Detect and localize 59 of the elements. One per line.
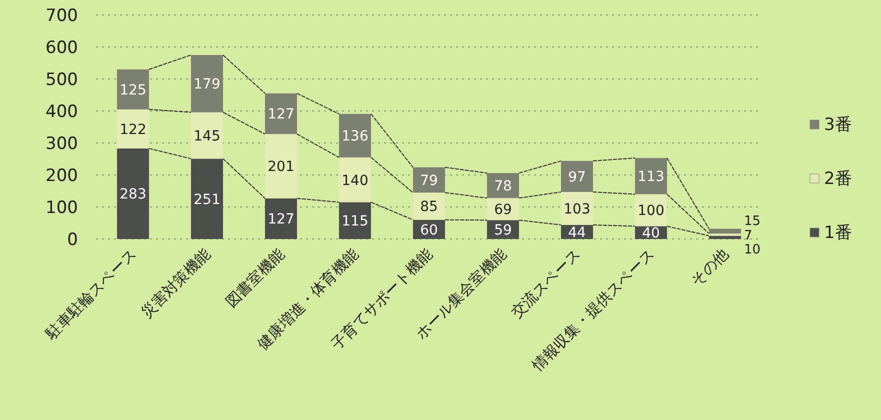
- bar: [709, 228, 741, 234]
- data-label: 7: [744, 228, 752, 244]
- y-tick-label: 600: [46, 38, 78, 58]
- legend-label: 2番: [824, 169, 852, 189]
- bar: [339, 202, 371, 239]
- bar: [265, 134, 297, 198]
- data-label: 283: [120, 186, 146, 203]
- x-tick-label: その他: [687, 245, 732, 290]
- bar: [413, 167, 445, 193]
- data-label: 10: [744, 242, 761, 258]
- bar: [339, 114, 371, 158]
- bar: [191, 158, 223, 239]
- data-label: 127: [268, 106, 294, 123]
- data-label: 103: [564, 201, 590, 218]
- legend-label: 3番: [824, 115, 852, 135]
- bar: [191, 112, 223, 159]
- y-tick-label: 300: [46, 134, 78, 154]
- data-label: 140: [342, 172, 368, 189]
- data-label: 125: [120, 82, 146, 98]
- data-label: 127: [268, 212, 294, 228]
- data-label: 60: [420, 222, 438, 238]
- bar: [117, 69, 149, 110]
- data-label: 97: [568, 169, 586, 186]
- bar: [709, 236, 741, 239]
- data-label: 59: [494, 222, 512, 239]
- bar: [191, 55, 223, 112]
- bar: [117, 109, 149, 148]
- data-label: 69: [494, 202, 512, 218]
- data-label: 85: [420, 199, 438, 216]
- y-tick-label: 700: [46, 6, 78, 26]
- bar: [561, 160, 593, 192]
- y-tick-label: 200: [46, 166, 78, 186]
- data-label: 122: [120, 122, 146, 138]
- data-label: 201: [268, 159, 294, 176]
- data-label: 15: [744, 214, 761, 230]
- y-tick-label: 500: [46, 70, 78, 90]
- bar: [265, 198, 297, 239]
- data-label: 78: [494, 178, 512, 195]
- bar: [265, 93, 297, 134]
- bar: [413, 192, 445, 220]
- data-label: 251: [194, 192, 220, 208]
- data-label: 145: [194, 128, 220, 144]
- x-tick-label: 災害対策機能: [137, 245, 214, 322]
- y-tick-label: 400: [46, 102, 78, 122]
- bar: [635, 158, 667, 194]
- y-tick-label: 100: [46, 198, 78, 218]
- legend-label: 1番: [824, 223, 852, 243]
- data-label: 44: [568, 224, 586, 241]
- bar: [117, 148, 149, 239]
- data-label: 40: [642, 226, 660, 242]
- data-label: 136: [342, 128, 368, 145]
- bar: [487, 173, 519, 198]
- data-label: 79: [420, 172, 438, 189]
- data-label: 100: [638, 203, 664, 220]
- data-label: 113: [638, 169, 664, 186]
- data-label: 115: [342, 214, 368, 230]
- data-label: 179: [194, 76, 220, 93]
- x-tick-label: 図書室機能: [222, 245, 288, 311]
- bar: [339, 157, 371, 202]
